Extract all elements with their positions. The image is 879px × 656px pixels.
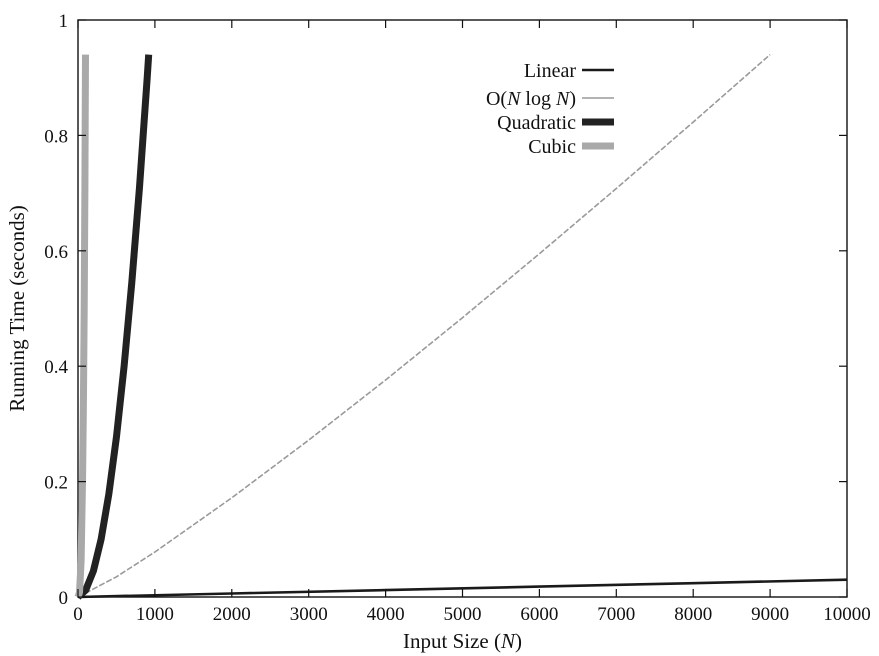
x-tick-label: 3000 <box>290 604 328 625</box>
x-axis-title-variable: N <box>500 629 516 653</box>
x-axis-title: Input Size (N) <box>403 629 522 653</box>
y-tick-label: 0 <box>59 588 69 609</box>
x-tick-label: 4000 <box>367 604 405 625</box>
plot-frame <box>77 19 848 598</box>
x-tick-label: 7000 <box>597 604 635 625</box>
y-tick-label: 1 <box>59 11 69 32</box>
legend-item: Quadratic <box>497 112 614 134</box>
series-line-o-n-log-n <box>77 53 771 598</box>
legend-label: Quadratic <box>497 112 576 134</box>
y-tick-label: 0.4 <box>44 357 68 378</box>
x-tick-label: 10000 <box>823 604 871 625</box>
x-tick-label: 8000 <box>674 604 712 625</box>
legend-item: Cubic <box>528 136 614 158</box>
series-layer <box>74 53 848 600</box>
series-line-cubic <box>74 54 89 599</box>
y-tick-label: 0.2 <box>44 473 68 494</box>
x-tick-label: 6000 <box>520 604 558 625</box>
y-axis: 0 0.2 0.4 0.6 0.8 1 <box>44 11 847 609</box>
x-axis: 0 1000 2000 3000 4000 5000 6000 7000 8000 9000 100… <box>73 20 871 625</box>
x-tick-label: 5000 <box>444 604 482 625</box>
x-tick-label: 0 <box>73 604 83 625</box>
legend-label: Cubic <box>528 136 576 158</box>
series-line-linear <box>77 578 848 599</box>
x-axis-title-suffix: ) <box>515 629 522 653</box>
legend-item: Linear <box>524 60 614 82</box>
plot-area <box>77 19 848 598</box>
y-axis-title: Running Time (seconds) <box>5 205 29 412</box>
legend-item: O(N log N) <box>486 88 614 110</box>
x-tick-label: 2000 <box>213 604 251 625</box>
y-tick-label: 0.6 <box>44 242 68 263</box>
x-tick-label: 1000 <box>136 604 174 625</box>
x-tick-label: 9000 <box>751 604 789 625</box>
legend-label: Linear <box>524 60 577 82</box>
y-tick-label: 0.8 <box>44 126 68 147</box>
series-line-quadratic <box>75 54 153 600</box>
x-axis-title-prefix: Input Size ( <box>403 629 501 653</box>
legend-label: O(N log N) <box>486 88 576 110</box>
